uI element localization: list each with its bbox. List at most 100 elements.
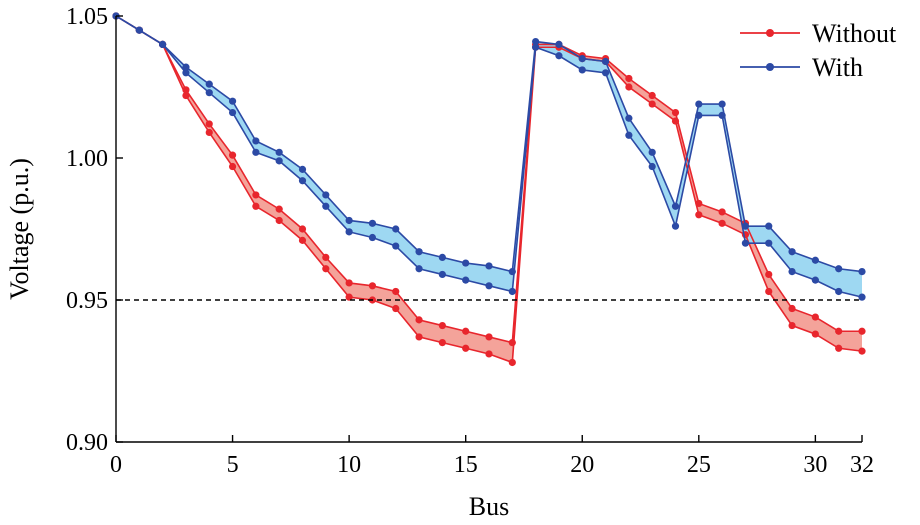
without-band (116, 16, 862, 363)
with-upper-point-30 (811, 256, 819, 264)
without-lower-point-4 (205, 128, 213, 137)
with-upper-point-27 (741, 222, 750, 230)
without-upper-point-4 (205, 120, 213, 128)
with-lower-point-1 (135, 26, 143, 34)
without-lower-point-6 (252, 202, 260, 210)
with-lower-point-22 (625, 131, 633, 139)
without-lower-point-22 (625, 83, 633, 91)
legend-label-with: With (812, 53, 863, 82)
with-upper-point-29 (788, 248, 796, 256)
y-tick-label-0.90: 0.90 (66, 430, 108, 456)
without-lower-point-28 (765, 287, 773, 296)
without-upper-point-9 (322, 253, 330, 261)
series-layer (112, 12, 866, 367)
without-upper-point-23 (648, 91, 656, 100)
with-upper-point-21 (601, 57, 610, 66)
with-upper-point-18 (532, 37, 540, 46)
with-lower-point-28 (765, 239, 773, 247)
with-lower-point-20 (578, 66, 586, 74)
legend-label-without: Without (812, 19, 897, 48)
without-upper-point-32 (858, 327, 866, 335)
without-upper-point-8 (298, 225, 307, 233)
x-tick-label-20: 20 (570, 452, 594, 478)
legend-marker-with (766, 63, 774, 71)
without-lower-point-16 (485, 350, 493, 358)
with-lower-point-26 (718, 111, 726, 119)
with-lower-point-2 (159, 40, 167, 49)
band-layer (116, 16, 862, 363)
with-lower-point-27 (741, 239, 750, 247)
with-lower-point-4 (205, 89, 213, 97)
with-lower-point-25 (695, 111, 703, 119)
with-upper-point-20 (578, 55, 586, 63)
with-lower-point-19 (555, 52, 563, 60)
with-upper-point-16 (485, 262, 493, 270)
with-upper-point-17 (508, 268, 516, 276)
without-lower-point-3 (182, 91, 190, 100)
with-lower-point-31 (835, 287, 843, 296)
without-lower-point-23 (648, 100, 656, 108)
without-lower-point-13 (415, 333, 423, 341)
legend: Without With (740, 19, 897, 82)
with-lower-point-18 (532, 43, 540, 51)
without-upper-point-16 (485, 333, 493, 341)
with-upper-point-11 (368, 219, 377, 227)
with-lower-point-10 (345, 228, 353, 236)
x-tick-label-0: 0 (110, 452, 122, 478)
with-lower-point-21 (601, 69, 610, 77)
without-upper-point-28 (765, 270, 773, 279)
with-upper-point-4 (205, 80, 213, 88)
with-lower-point-7 (275, 157, 283, 165)
with-upper-point-22 (625, 114, 633, 122)
with-lower-point-17 (508, 287, 516, 296)
with-upper-point-26 (718, 100, 726, 108)
without-lower-point-32 (858, 347, 866, 355)
x-tick-label-30: 30 (803, 452, 827, 478)
without-upper-point-7 (275, 205, 283, 213)
without-upper-point-24 (671, 108, 680, 117)
with-lower-point-23 (648, 162, 656, 171)
without-upper-point-25 (695, 199, 703, 208)
with-upper-point-5 (228, 97, 237, 105)
without-upper-point-22 (625, 74, 633, 83)
without-upper-point-3 (182, 86, 190, 94)
with-upper-point-31 (835, 265, 843, 273)
with-upper-point-12 (392, 225, 400, 233)
without-upper-point-30 (811, 313, 819, 321)
without-upper-point-10 (345, 279, 353, 287)
without-upper-point-15 (462, 327, 470, 335)
legend-item-without: Without (740, 19, 897, 48)
without-lower-point-12 (392, 304, 400, 313)
with-lower-point-9 (322, 202, 330, 210)
x-tick-label-10: 10 (337, 452, 361, 478)
without-lower-point-5 (228, 162, 237, 171)
without-lower-point-26 (718, 219, 726, 227)
with-lower-point-3 (182, 69, 190, 77)
with-upper-point-13 (415, 248, 423, 256)
with-upper-point-6 (252, 137, 260, 145)
with-upper-point-9 (322, 191, 330, 199)
with-upper-point-25 (695, 100, 703, 108)
without-upper-point-14 (438, 321, 446, 330)
without-upper-point-29 (788, 304, 796, 313)
without-upper-point-13 (415, 316, 423, 324)
with-lower-point-13 (415, 265, 423, 273)
with-lower-point-5 (228, 108, 237, 117)
without-lower-point-14 (438, 339, 446, 347)
y-tick-label-1.05: 1.05 (66, 4, 108, 30)
without-lower-point-15 (462, 344, 470, 352)
legend-item-with: With (740, 53, 863, 82)
with-upper-point-14 (438, 253, 446, 261)
without-lower-point-8 (298, 236, 307, 244)
without-lower-point-24 (671, 117, 680, 125)
with-upper-point-23 (648, 148, 656, 156)
without-lower-point-25 (695, 211, 703, 219)
with-upper-point-32 (858, 268, 866, 276)
with-lower-point-15 (462, 276, 470, 284)
without-upper-point-26 (718, 208, 726, 216)
without-upper-point-31 (835, 327, 843, 335)
without-lower-point-7 (275, 216, 283, 225)
with-upper-point-28 (765, 222, 773, 230)
without-lower-point-17 (508, 358, 516, 367)
